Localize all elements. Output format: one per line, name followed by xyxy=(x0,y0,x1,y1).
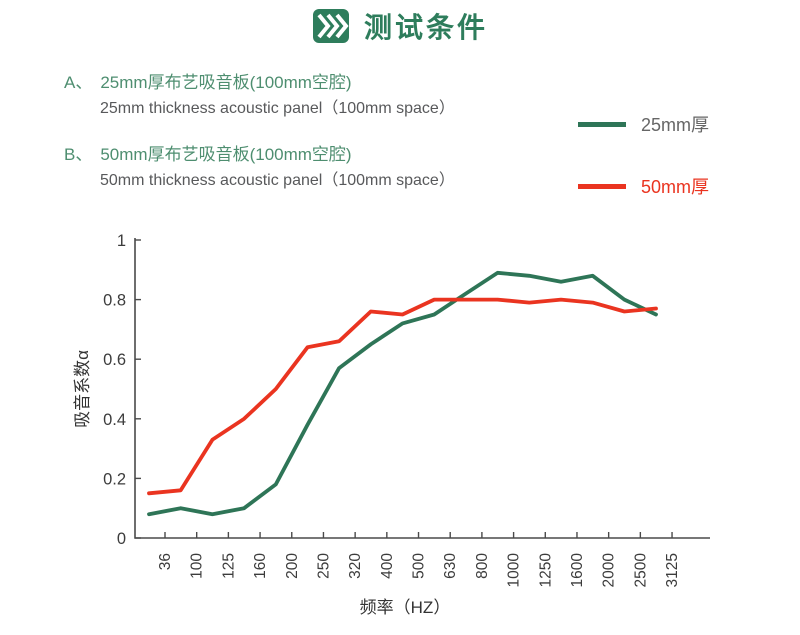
condition-b-zh-text: 50mm厚布艺吸音板(100mm空腔) xyxy=(100,145,352,164)
y-tick-label: 0.6 xyxy=(103,351,126,369)
y-tick-label: 0 xyxy=(117,530,126,548)
chart-axes xyxy=(134,238,710,539)
condition-b-label: B、 xyxy=(64,145,93,164)
x-tick-label: 500 xyxy=(411,553,428,579)
triple-chevron-right-icon xyxy=(312,9,349,43)
series-line-50mm厚 xyxy=(147,297,658,496)
x-tick-label: 36 xyxy=(157,553,174,570)
series-line-25mm厚 xyxy=(147,270,658,517)
legend-label-50mm: 50mm厚 xyxy=(641,177,710,197)
legend-item-25mm: 25mm厚 xyxy=(578,110,709,138)
x-tick-label: 400 xyxy=(379,553,396,579)
x-tick-label: 630 xyxy=(442,553,459,579)
y-axis-title: 吸音系数α xyxy=(73,350,92,428)
x-tick-label: 1000 xyxy=(506,553,523,588)
condition-b-chinese: B、 50mm厚布艺吸音板(100mm空腔) xyxy=(64,142,564,168)
x-tick-label: 2500 xyxy=(632,553,649,588)
conditions-list: A、 25mm厚布艺吸音板(100mm空腔) 25mm thickness aco… xyxy=(64,70,564,214)
y-tick-label: 0.4 xyxy=(103,411,126,429)
x-tick-label: 200 xyxy=(284,553,301,579)
page-header: 测试条件 xyxy=(0,6,800,46)
x-tick-label: 125 xyxy=(220,553,237,579)
x-tick-label: 3125 xyxy=(664,553,681,587)
legend-swatch-50mm xyxy=(578,183,626,189)
condition-a-chinese: A、 25mm厚布艺吸音板(100mm空腔) xyxy=(64,70,564,96)
x-tick-label: 320 xyxy=(347,553,364,579)
y-tick-label: 0.2 xyxy=(103,470,126,488)
condition-b-english: 50mm thickness acoustic panel（100mm spac… xyxy=(100,172,455,189)
legend-label-25mm: 25mm厚 xyxy=(641,115,710,135)
x-tick-label: 1600 xyxy=(569,553,586,588)
condition-a-english: 25mm thickness acoustic panel（100mm spac… xyxy=(100,100,455,117)
absorption-line-chart: 0 0.2 0.4 0.6 0.8 1 36 100 125 160 200 250 320 400 500… xyxy=(73,232,710,617)
x-tick-label: 1250 xyxy=(537,553,554,588)
legend-swatch-25mm xyxy=(578,121,626,127)
legend-item-50mm: 50mm厚 xyxy=(578,172,709,200)
x-tick-label: 800 xyxy=(474,553,491,579)
condition-a-zh-text: 25mm厚布艺吸音板(100mm空腔) xyxy=(100,73,352,92)
x-tick-label: 160 xyxy=(252,553,269,579)
x-tick-label: 250 xyxy=(315,553,332,579)
chart-legend: 25mm厚 50mm厚 xyxy=(578,110,709,234)
y-tick-label: 0.8 xyxy=(103,292,126,310)
page-title: 测试条件 xyxy=(363,12,488,43)
x-tick-label: 2000 xyxy=(601,553,618,588)
x-tick-label: 100 xyxy=(189,553,206,579)
condition-a-label: A、 xyxy=(64,73,93,92)
condition-item-b: B、 50mm厚布艺吸音板(100mm空腔) 50mm thickness aco… xyxy=(64,142,564,194)
y-tick-label: 1 xyxy=(117,232,126,250)
x-axis-title: 频率（HZ） xyxy=(360,598,451,617)
condition-item-a: A、 25mm厚布艺吸音板(100mm空腔) 25mm thickness aco… xyxy=(64,70,564,122)
